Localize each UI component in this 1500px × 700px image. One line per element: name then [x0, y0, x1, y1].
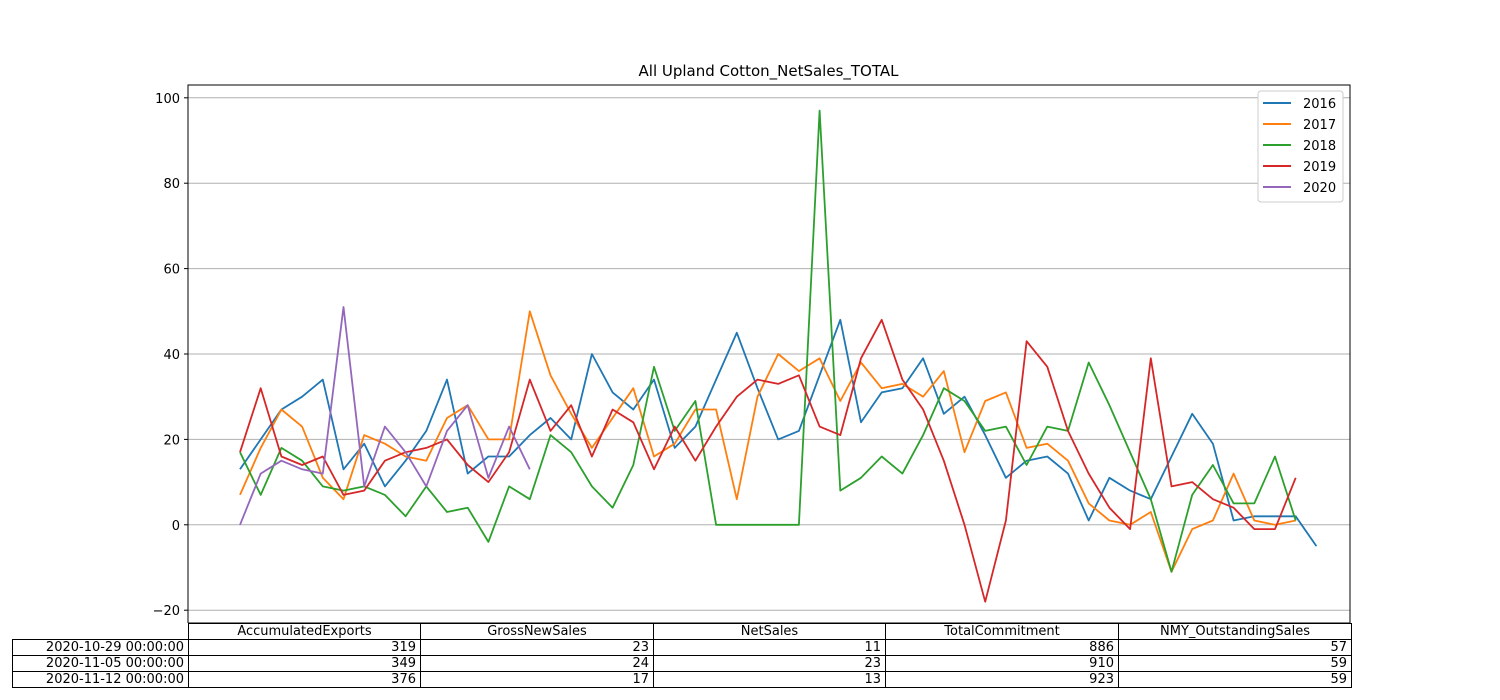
y-tick-label: 80 [163, 177, 180, 192]
column-header: AccumulatedExports [188, 623, 421, 640]
series-lines [239, 109, 1318, 603]
table-cell: 319 [188, 639, 421, 656]
table-cell: 23 [653, 655, 886, 672]
y-tick-label: 60 [163, 263, 180, 278]
column-header: NetSales [653, 623, 886, 640]
row-label: 2020-10-29 00:00:00 [12, 639, 189, 656]
y-tick-label: 100 [155, 92, 180, 107]
table-row: 2020-11-12 00:00:00 376 17 13 923 59 [12, 671, 1352, 688]
legend-label: 2017 [1303, 118, 1336, 133]
legend-box [1257, 90, 1344, 203]
plot-frame [187, 84, 1351, 623]
column-header: TotalCommitment [885, 623, 1119, 640]
y-tick-label: 20 [163, 433, 180, 448]
y-tick-label: 40 [163, 348, 180, 363]
data-table: AccumulatedExports GrossNewSales NetSale… [12, 623, 1352, 688]
row-label: 2020-11-12 00:00:00 [12, 671, 189, 688]
column-header: NMY_OutstandingSales [1118, 623, 1352, 640]
table-cell: 57 [1118, 639, 1352, 656]
gridlines [188, 97, 1350, 611]
table-row: 2020-10-29 00:00:00 319 23 11 886 57 [12, 639, 1352, 656]
legend-label: 2018 [1303, 139, 1336, 154]
table-corner [12, 623, 189, 640]
table-cell: 59 [1118, 655, 1352, 672]
row-label: 2020-11-05 00:00:00 [12, 655, 189, 672]
table-row: 2020-11-05 00:00:00 349 24 23 910 59 [12, 655, 1352, 672]
series-line-2017 [239, 310, 1296, 573]
chart-title: All Upland Cotton_NetSales_TOTAL [639, 62, 900, 81]
legend-label: 2016 [1303, 97, 1336, 112]
table-cell: 923 [885, 671, 1119, 688]
legend: 2016 2017 2018 2019 2020 [1257, 90, 1344, 203]
y-tick-label: −20 [153, 604, 180, 619]
series-line-2019 [239, 318, 1297, 603]
table-cell: 910 [885, 655, 1119, 672]
table-cell: 13 [653, 671, 886, 688]
column-header: GrossNewSales [420, 623, 654, 640]
table-cell: 23 [420, 639, 654, 656]
series-line-2016 [239, 318, 1318, 547]
table-cell: 349 [188, 655, 421, 672]
table-cell: 17 [420, 671, 654, 688]
series-line-2020 [239, 306, 531, 526]
table-cell: 11 [653, 639, 886, 656]
chart-canvas: All Upland Cotton_NetSales_TOTAL −20 0 20 4… [153, 62, 1351, 623]
table-cell: 376 [188, 671, 421, 688]
y-axis: −20 0 20 40 60 80 100 [153, 92, 188, 619]
table-header-row: AccumulatedExports GrossNewSales NetSale… [12, 623, 1352, 640]
table-cell: 886 [885, 639, 1119, 656]
series-line-2018 [239, 109, 1297, 573]
table-cell: 59 [1118, 671, 1352, 688]
table-cell: 24 [420, 655, 654, 672]
legend-label: 2019 [1303, 160, 1336, 175]
y-tick-label: 0 [172, 519, 180, 534]
legend-label: 2020 [1303, 181, 1336, 196]
